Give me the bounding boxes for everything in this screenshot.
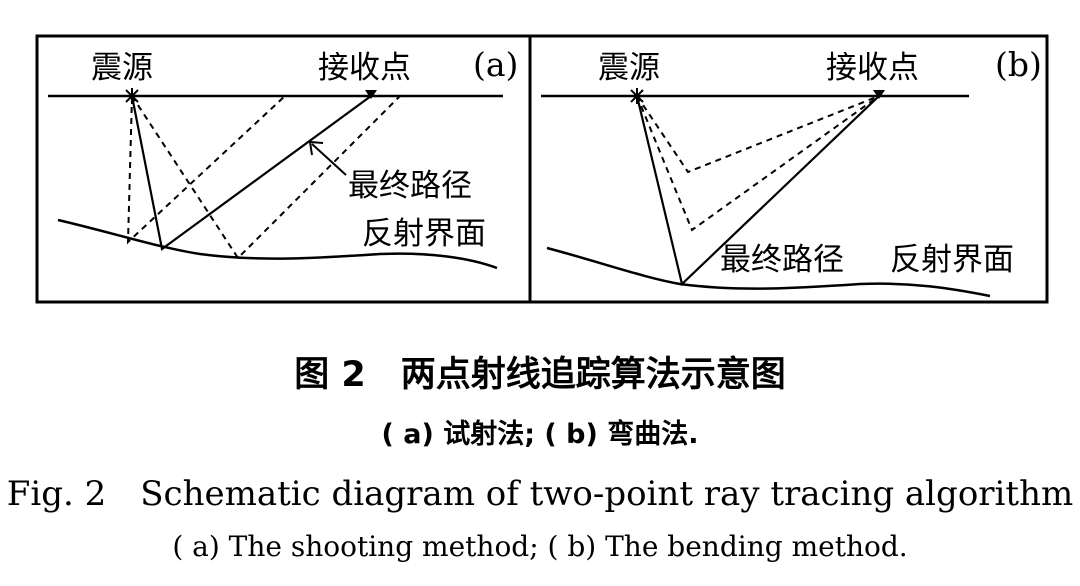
panel-a-pointer-arrow [308,140,347,176]
panel-a-receiver-icon [365,90,377,99]
caption-en-title: Fig. 2 Schematic diagram of two-point ra… [6,474,1074,514]
panel-a-reflector-label: 反射界面 [362,216,486,252]
panel-b-frame [528,34,1049,304]
panel-b-receiver-icon [873,90,885,99]
panel-b-tag: (b) [995,45,1042,84]
panel-b-reflector [546,246,991,298]
panel-a-trial-ray-2 [131,95,401,260]
panel-a-tag: (a) [473,45,518,84]
panel-a-trial-ray-1 [126,95,286,245]
panel-b: 震源 接收点 (b) 最终路径 反射界面 [528,34,1049,304]
panel-a-final-path [130,95,372,251]
caption-cn-subtitle: ( a) 试射法; ( b) 弯曲法. [381,419,699,450]
panel-b-final-path [635,95,880,287]
caption-cn-title: 图 2 两点射线追踪算法示意图 [294,355,786,395]
panel-a-source-label: 震源 [91,50,153,86]
panel-b-receiver-label: 接收点 [826,50,919,86]
panel-a-receiver-label: 接收点 [318,50,411,86]
panel-a-final-path-label: 最终路径 [348,168,472,204]
panel-b-reflector-label: 反射界面 [890,242,1014,278]
panel-b-iteration-ray-2 [636,95,880,232]
panel-b-final-path-label: 最终路径 [720,242,844,278]
panel-a: 震源 接收点 (a) 最终路径 反射界面 [35,34,532,304]
panel-b-source-label: 震源 [598,50,660,86]
panel-b-iteration-ray-1 [636,95,880,174]
panel-a-reflector [57,218,498,270]
caption-en-subtitle: ( a) The shooting method; ( b) The bendi… [172,530,908,563]
